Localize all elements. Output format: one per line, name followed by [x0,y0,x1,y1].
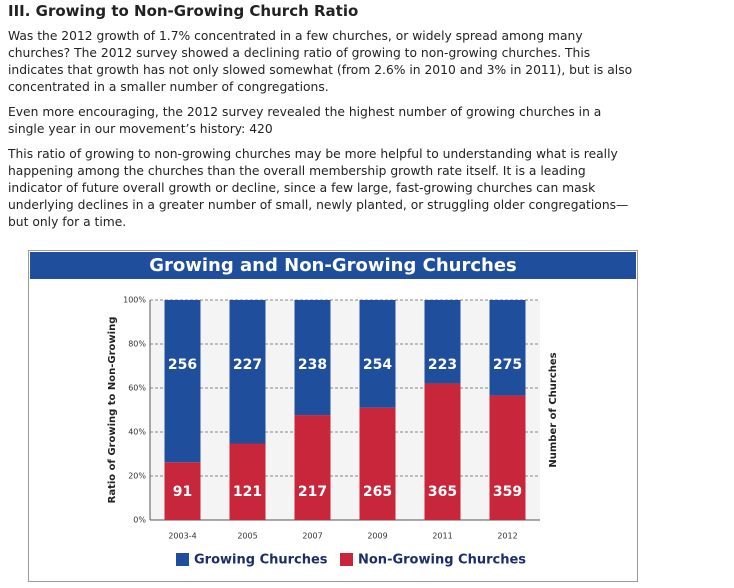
legend-label: Growing Churches [194,553,328,568]
y-tick-label: 0% [133,516,146,525]
bar-segment [424,300,461,384]
bar-segment [489,300,526,396]
paragraph: Was the 2012 growth of 1.7% concentrated… [8,29,633,94]
bar-segment [164,300,201,463]
x-tick-label: 2012 [497,532,517,541]
bar-segment [229,443,266,520]
data-label: 365 [428,484,457,500]
y2-axis-label: Number of Churches [548,352,559,467]
bar-segment [164,462,201,520]
heading: III. Growing to Non-Growing Church Ratio [8,2,359,20]
bar-segment [229,300,266,444]
data-label: 91 [173,484,192,500]
bar-segment [294,415,331,520]
data-label: 359 [493,484,522,500]
plot-background [150,300,540,520]
x-tick-label: 2007 [302,532,322,541]
data-label: 265 [363,484,392,500]
data-label: 217 [298,484,327,500]
x-tick-label: 2005 [237,532,257,541]
chart-title: Growing and Non-Growing Churches [149,255,517,276]
x-tick-label: 2009 [367,532,387,541]
y-tick-label: 20% [128,472,146,481]
title-band [30,252,636,279]
bar-segment [294,300,331,416]
legend-swatch [340,553,353,566]
data-label: 254 [363,357,392,373]
y-tick-label: 40% [128,428,146,437]
y-tick-label: 100% [123,296,146,305]
legend-label: Non-Growing Churches [358,553,526,568]
data-label: 256 [168,357,197,373]
bar-segment [424,383,461,520]
data-label: 275 [493,357,522,373]
data-label: 121 [233,484,262,500]
legend-swatch [176,553,189,566]
paragraph: Even more encouraging, the 2012 survey r… [8,105,602,136]
x-tick-label: 2011 [432,532,452,541]
data-label: 227 [233,357,262,373]
x-tick-label: 2003-4 [168,532,196,541]
bar-segment [359,407,396,520]
y-axis-label: Ratio of Growing to Non-Growing [107,317,118,504]
data-label: 223 [428,357,457,373]
data-label: 238 [298,357,327,373]
chart: Growing and Non-Growing Churches Ratio o… [28,250,638,582]
y-tick-label: 60% [128,384,146,393]
bar-segment [359,300,396,408]
bar-segment [489,395,526,520]
y-tick-label: 80% [128,340,146,349]
paragraph: This ratio of growing to non-growing chu… [8,147,629,229]
